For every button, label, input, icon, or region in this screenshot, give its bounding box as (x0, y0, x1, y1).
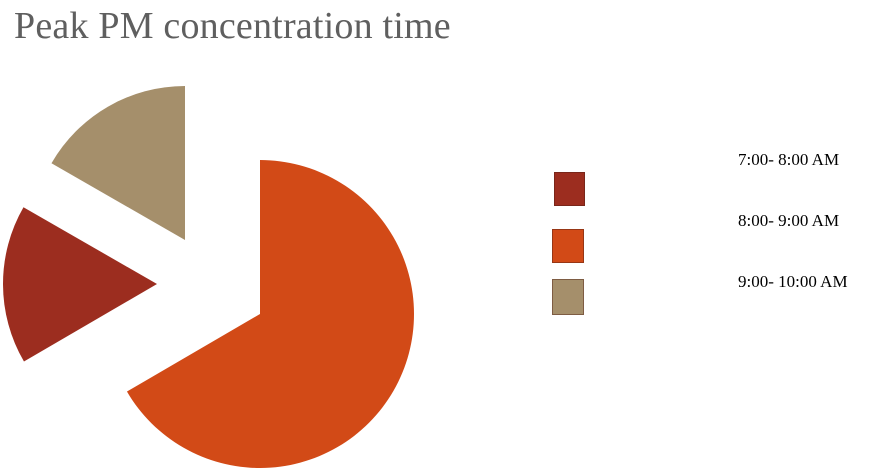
legend-swatch-8-9am (552, 229, 584, 263)
legend-swatch-9-10am (552, 279, 584, 315)
legend-swatch-7-8am (554, 172, 585, 206)
pie-slice-8-9am (126, 160, 414, 468)
pie-slice-9-10am (51, 86, 185, 240)
legend-label-9-10am: 9:00- 10:00 AM (738, 272, 848, 291)
pie-slice-7-8am (3, 207, 158, 362)
chart-title: Peak PM concentration time (14, 5, 451, 47)
legend-label-8-9am: 8:00- 9:00 AM (738, 211, 840, 230)
legend-label-7-8am: 7:00- 8:00 AM (738, 150, 840, 169)
